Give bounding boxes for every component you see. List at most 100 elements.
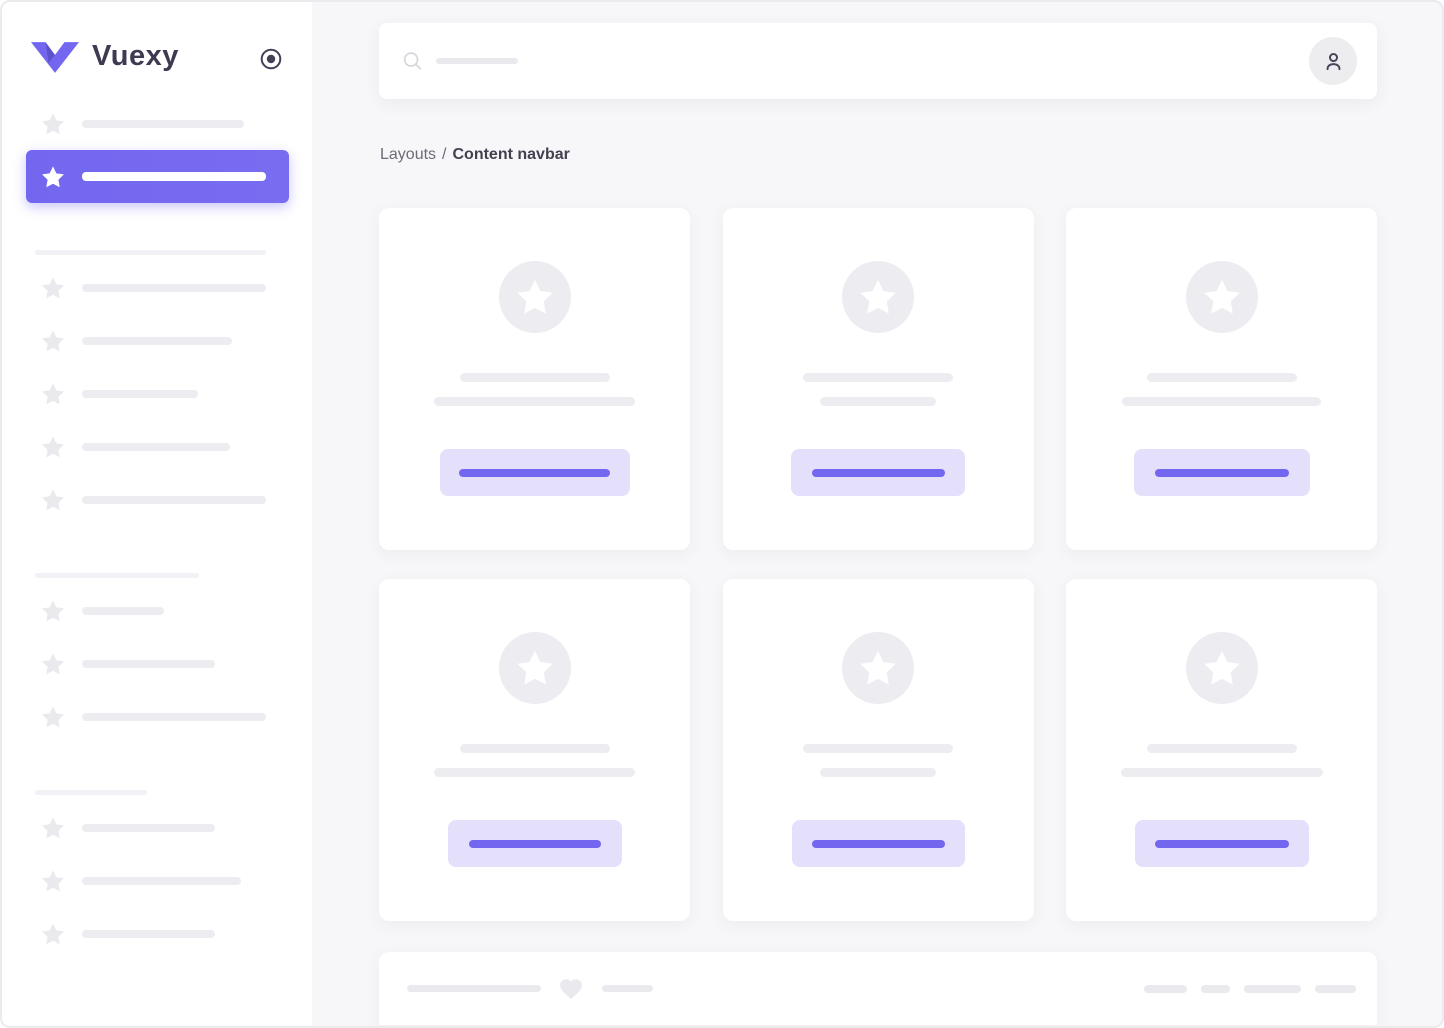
- card-subtitle-skeleton: [1120, 768, 1323, 777]
- card-action-button[interactable]: [791, 449, 965, 496]
- footer-link-skeleton[interactable]: [1244, 984, 1301, 993]
- brand-name: Vuexy: [92, 40, 179, 72]
- sidebar-menu-item[interactable]: [2, 314, 312, 367]
- star-icon: [857, 647, 899, 689]
- menu-label-skeleton: [82, 712, 266, 721]
- menu-label-skeleton: [82, 823, 215, 832]
- star-icon: [40, 487, 66, 513]
- card-action-button[interactable]: [1134, 820, 1309, 867]
- star-icon: [40, 921, 66, 947]
- star-icon: [40, 868, 66, 894]
- menu-label-skeleton: [82, 495, 266, 504]
- star-icon: [40, 164, 66, 190]
- sidebar-menu-item[interactable]: [2, 97, 312, 150]
- card-subtitle-skeleton: [820, 768, 936, 777]
- footer-text-skeleton: [407, 985, 541, 992]
- cards-grid: [379, 208, 1377, 921]
- breadcrumb-parent[interactable]: Layouts: [380, 146, 437, 163]
- card-subtitle-skeleton: [1122, 397, 1321, 406]
- sidebar-menu-item[interactable]: [2, 367, 312, 420]
- menu-label-skeleton: [82, 172, 266, 181]
- card-subtitle-skeleton: [820, 397, 936, 406]
- star-icon: [40, 434, 66, 460]
- card-title-skeleton: [1146, 744, 1297, 753]
- sidebar-menu-item[interactable]: [2, 690, 312, 743]
- star-icon: [40, 328, 66, 354]
- menu-label-skeleton: [82, 442, 230, 451]
- card-title-skeleton: [459, 373, 610, 382]
- star-icon: [514, 276, 556, 318]
- card-subtitle-skeleton: [434, 768, 635, 777]
- person-icon: [1326, 52, 1340, 70]
- star-icon: [857, 276, 899, 318]
- menu-label-skeleton: [82, 336, 232, 345]
- menu-label-skeleton: [82, 876, 241, 885]
- top-navbar: [379, 23, 1377, 99]
- menu-label-skeleton: [82, 929, 215, 938]
- sidebar-collapse-radio-icon[interactable]: [259, 47, 283, 71]
- menu-label-skeleton: [82, 283, 266, 292]
- footer-link-skeleton[interactable]: [1144, 984, 1187, 993]
- card-action-button[interactable]: [791, 820, 965, 867]
- button-label-skeleton: [459, 468, 610, 477]
- content-card: [1066, 208, 1377, 550]
- footer: [379, 952, 1377, 1025]
- sidebar-menu: [2, 97, 312, 960]
- sidebar-section-divider: [35, 790, 147, 795]
- sidebar-menu-item[interactable]: [2, 637, 312, 690]
- card-title-skeleton: [803, 744, 953, 753]
- content-card: [1066, 579, 1377, 921]
- star-icon: [40, 651, 66, 677]
- star-icon: [40, 381, 66, 407]
- menu-label-skeleton: [82, 389, 198, 398]
- star-circle-placeholder: [1185, 632, 1258, 704]
- footer-link-skeleton[interactable]: [1201, 984, 1230, 993]
- card-action-button[interactable]: [439, 449, 630, 496]
- star-circle-placeholder: [498, 261, 571, 333]
- heart-icon: [558, 976, 584, 1002]
- sidebar-menu-item-active[interactable]: [26, 150, 289, 203]
- star-circle-placeholder: [842, 632, 914, 704]
- content-card: [379, 579, 690, 921]
- footer-link-skeleton[interactable]: [1315, 984, 1356, 993]
- card-action-button[interactable]: [447, 820, 622, 867]
- breadcrumb: Layouts / Content navbar: [380, 146, 570, 164]
- user-avatar-button[interactable]: [1309, 37, 1357, 85]
- content-card: [722, 208, 1034, 550]
- star-icon: [40, 598, 66, 624]
- sidebar-menu-item[interactable]: [2, 907, 312, 960]
- card-subtitle-skeleton: [434, 397, 635, 406]
- card-title-skeleton: [1146, 373, 1297, 382]
- star-circle-placeholder: [842, 261, 914, 333]
- card-action-button[interactable]: [1133, 449, 1310, 496]
- sidebar-menu-item[interactable]: [2, 261, 312, 314]
- search-placeholder-skeleton: [436, 58, 518, 64]
- button-label-skeleton: [1154, 839, 1289, 848]
- sidebar-section-divider: [35, 573, 199, 578]
- card-title-skeleton: [459, 744, 610, 753]
- sidebar-menu-item[interactable]: [2, 584, 312, 637]
- search-icon[interactable]: [401, 50, 424, 73]
- card-title-skeleton: [803, 373, 953, 382]
- footer-text-skeleton: [602, 985, 653, 992]
- button-label-skeleton: [1154, 468, 1289, 477]
- sidebar-menu-item[interactable]: [2, 801, 312, 854]
- button-label-skeleton: [468, 839, 601, 848]
- star-icon: [40, 111, 66, 137]
- star-icon: [514, 647, 556, 689]
- sidebar: Vuexy: [2, 2, 312, 1026]
- star-icon: [40, 815, 66, 841]
- star-icon: [1201, 276, 1243, 318]
- breadcrumb-current: Content navbar: [452, 146, 570, 163]
- sidebar-menu-item[interactable]: [2, 420, 312, 473]
- menu-label-skeleton: [82, 119, 244, 128]
- button-label-skeleton: [811, 468, 945, 477]
- vuexy-logo-icon: [31, 42, 79, 73]
- menu-label-skeleton: [82, 659, 215, 668]
- content-card: [379, 208, 690, 550]
- sidebar-menu-item[interactable]: [2, 854, 312, 907]
- breadcrumb-separator: /: [442, 146, 447, 163]
- sidebar-menu-item[interactable]: [2, 473, 312, 526]
- star-circle-placeholder: [498, 632, 571, 704]
